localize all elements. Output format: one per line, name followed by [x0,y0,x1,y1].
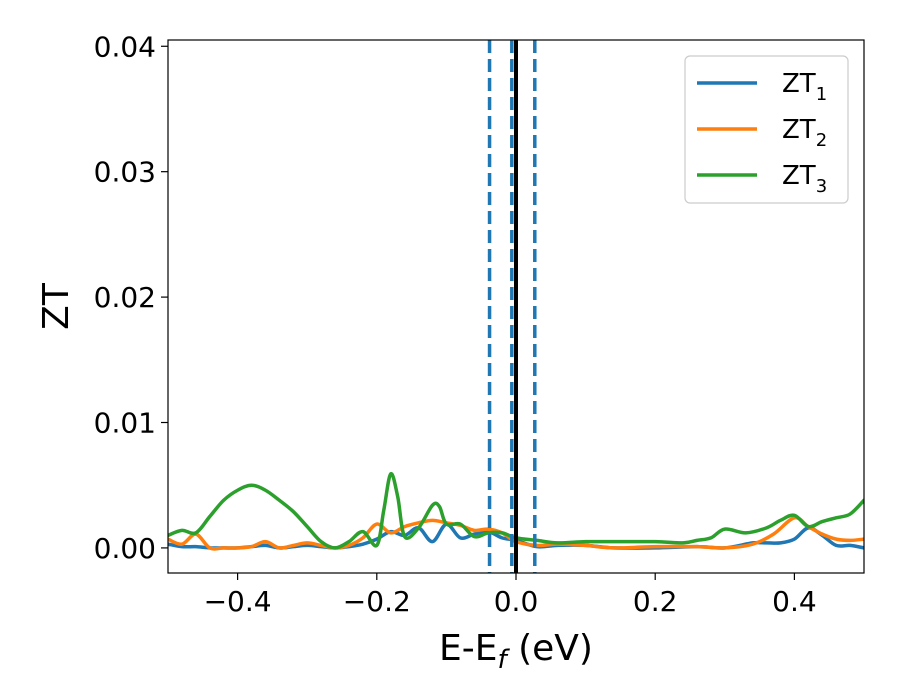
plot-lines [168,472,864,551]
y-tick-label: 0.04 [94,30,156,63]
y-axis: 0.00 0.01 0.02 0.03 0.04 [94,30,168,565]
x-axis-title: E-Ef (eV) [439,628,593,675]
y-axis-title: ZT [36,282,77,330]
x-tick-label: −0.2 [343,585,411,618]
y-tick-label: 0.00 [94,532,156,565]
x-axis-title-unit: (eV) [507,628,593,669]
x-tick-label: 0.2 [633,585,678,618]
y-tick-label: 0.02 [94,281,156,314]
series-line-3 [168,472,864,550]
legend-label-1: ZT1 [782,69,827,105]
x-tick-label: −0.4 [204,585,272,618]
series-line-1 [168,522,864,550]
legend-box [684,55,849,204]
x-axis-title-main: E-E [439,628,497,669]
legend: ZT1 ZT2 ZT3 [684,55,849,204]
x-axis: −0.4 −0.2 0.0 0.2 0.4 [204,573,817,618]
legend-label-3: ZT3 [782,161,827,197]
y-tick-label: 0.01 [94,407,156,440]
legend-label-2: ZT2 [782,115,827,151]
vertical-reference-lines [487,40,537,573]
y-tick-label: 0.03 [94,156,156,189]
x-tick-label: 0.4 [772,585,817,618]
x-tick-label: 0.0 [494,585,539,618]
